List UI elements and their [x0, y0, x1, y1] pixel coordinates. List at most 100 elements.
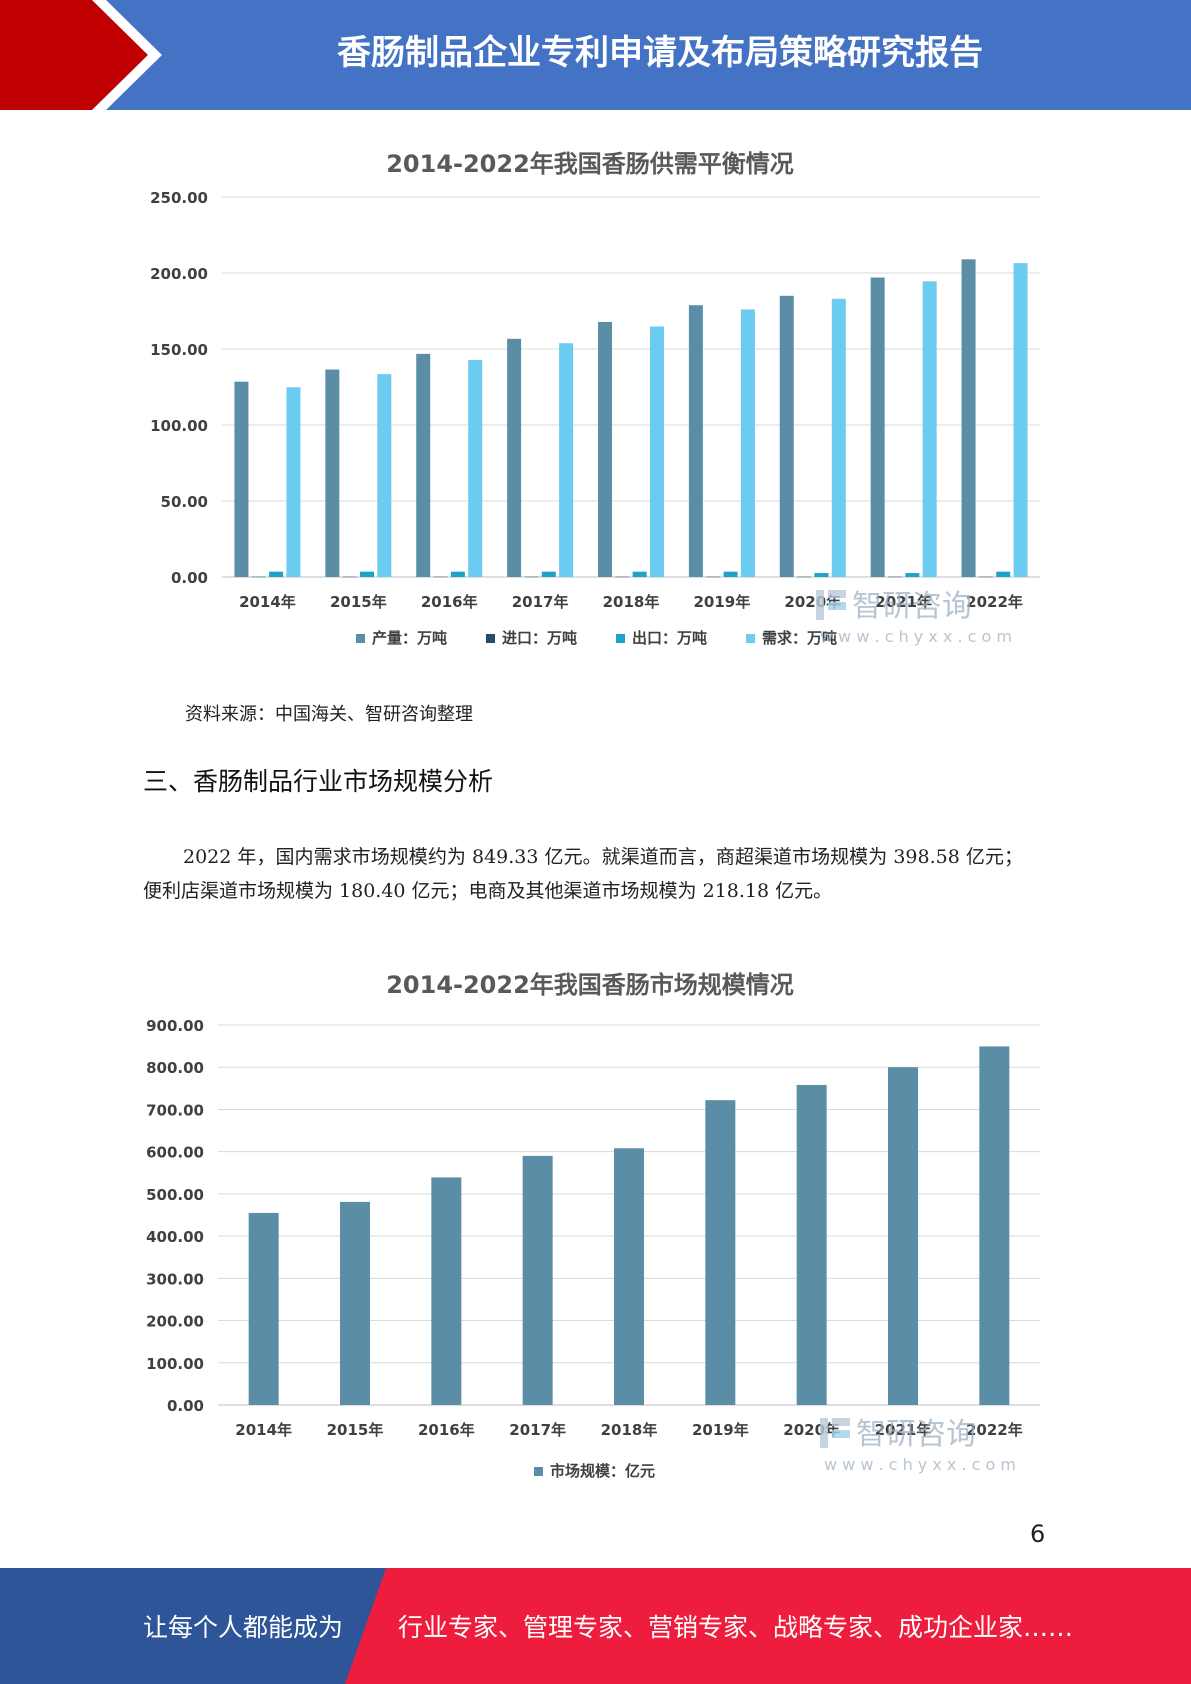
- y-tick-label: 900.00: [146, 1017, 204, 1035]
- legend-label: 市场规模：亿元: [550, 1462, 655, 1480]
- bar-1: [522, 1155, 553, 1405]
- bar-1: [340, 1201, 370, 1405]
- x-tick-label: 2019年: [692, 1421, 749, 1439]
- page-footer: 让每个人都能成为 行业专家、管理专家、营销专家、战略专家、成功企业家……: [0, 1568, 1191, 1684]
- report-title: 香肠制品企业专利申请及布局策略研究报告: [337, 33, 983, 73]
- footer-banner: [0, 1568, 1191, 1684]
- bar-1: [507, 338, 522, 577]
- supply-demand-chart: 2014-2022年我国香肠供需平衡情况 0.00 50.00 100.00 150.…: [130, 132, 1050, 662]
- bar-3: [905, 573, 920, 577]
- bar-1: [688, 305, 703, 577]
- bar-4: [740, 309, 755, 577]
- chart-title: 2014-2022年我国香肠市场规模情况: [386, 971, 794, 999]
- bar-1: [870, 277, 885, 577]
- y-tick-label: 700.00: [146, 1101, 204, 1119]
- watermark-brand: 智研咨询: [852, 589, 972, 624]
- bar-1: [325, 369, 340, 577]
- legend-swatch: [486, 634, 495, 643]
- header-banner: [0, 0, 1191, 110]
- bar-3: [996, 571, 1011, 577]
- bar-1: [431, 1177, 462, 1405]
- bar-3: [450, 571, 465, 577]
- legend-label: 进口：万吨: [502, 629, 577, 647]
- bar-4: [831, 298, 846, 577]
- data-source-note: 资料来源：中国海关、智研咨询整理: [185, 704, 473, 725]
- x-tick-label: 2018年: [601, 1421, 658, 1439]
- bar-2: [706, 576, 721, 578]
- y-tick-label: 100.00: [150, 417, 208, 435]
- bar-2: [433, 576, 448, 578]
- bar-4: [1013, 263, 1028, 577]
- x-tick-label: 2015年: [327, 1421, 384, 1439]
- y-tick-label: 250.00: [150, 189, 208, 207]
- body-paragraph: 2022 年，国内需求市场规模约为 849.33 亿元。就渠道而言，商超渠道市场…: [143, 846, 1023, 902]
- bar-4: [286, 387, 301, 577]
- watermark-logo-icon: [832, 1430, 850, 1438]
- watermark-logo-icon: [832, 1418, 850, 1426]
- x-tick-label: 2020年: [783, 1421, 840, 1439]
- x-tick-label: 2022年: [966, 1421, 1023, 1439]
- bar-1: [705, 1100, 736, 1405]
- y-tick-label: 0.00: [167, 1397, 204, 1415]
- y-tick-label: 800.00: [146, 1059, 204, 1077]
- bar-1: [779, 295, 794, 577]
- x-tick-label: 2020年: [784, 593, 841, 611]
- bar-2: [978, 576, 993, 578]
- x-tick-label: 2014年: [235, 1421, 292, 1439]
- page-number: 6: [1030, 1520, 1046, 1548]
- legend-swatch: [746, 634, 755, 643]
- y-tick-label: 200.00: [146, 1313, 204, 1331]
- x-tick-label: 2014年: [239, 593, 296, 611]
- chart-title: 2014-2022年我国香肠供需平衡情况: [386, 150, 794, 178]
- bar-1: [979, 1046, 1010, 1405]
- bar-2: [797, 576, 812, 578]
- bar-1: [598, 321, 612, 577]
- bar-2: [524, 576, 539, 578]
- watermark-logo-icon: [828, 590, 846, 598]
- bar-2: [251, 576, 266, 578]
- bar-3: [723, 571, 738, 577]
- bar-3: [632, 571, 647, 577]
- legend-swatch: [616, 634, 625, 643]
- market-size-chart: 2014-2022年我国香肠市场规模情况 0.00 100.00 200.00 300…: [130, 955, 1050, 1495]
- x-tick-label: 2019年: [694, 593, 751, 611]
- bar-2: [342, 576, 357, 578]
- y-tick-label: 0.00: [171, 569, 208, 587]
- bar-1: [248, 1212, 279, 1405]
- watermark-url: w w w . c h y x x . c o m: [824, 1455, 1016, 1474]
- legend-swatch: [534, 1467, 543, 1476]
- bar-1: [796, 1084, 827, 1405]
- y-tick-label: 50.00: [161, 493, 208, 511]
- section-heading: 三、香肠制品行业市场规模分析: [143, 767, 494, 796]
- bar-1: [614, 1148, 644, 1405]
- x-tick-label: 2021年: [875, 593, 932, 611]
- supply-demand-chart-svg: 2014-2022年我国香肠供需平衡情况 0.00 50.00 100.00 150.…: [150, 150, 1040, 647]
- market-size-chart-svg: 2014-2022年我国香肠市场规模情况 0.00 100.00 200.00 300…: [146, 971, 1040, 1480]
- bar-4: [559, 343, 574, 577]
- legend-label: 需求：万吨: [762, 629, 837, 647]
- x-tick-label: 2016年: [421, 593, 478, 611]
- bar-3: [541, 571, 556, 577]
- bar-2: [888, 576, 902, 578]
- bar-1: [416, 353, 431, 577]
- watermark-logo-icon: [828, 602, 846, 610]
- bar-1: [961, 259, 976, 577]
- page-header: 香肠制品企业专利申请及布局策略研究报告: [0, 0, 1191, 110]
- legend-label: 产量：万吨: [372, 629, 447, 647]
- x-tick-label: 2022年: [966, 593, 1023, 611]
- bar-4: [922, 281, 937, 577]
- bar-3: [269, 571, 284, 577]
- bar-3: [814, 573, 829, 577]
- bar-4: [468, 359, 483, 577]
- legend-swatch: [356, 634, 365, 643]
- x-tick-label: 2021年: [875, 1421, 932, 1439]
- x-tick-label: 2017年: [509, 1421, 566, 1439]
- bar-1: [234, 381, 249, 577]
- y-tick-label: 300.00: [146, 1270, 204, 1288]
- bar-4: [377, 374, 392, 577]
- y-tick-label: 150.00: [150, 341, 208, 359]
- footer-slogan-right: 行业专家、管理专家、营销专家、战略专家、成功企业家……: [398, 1613, 1074, 1642]
- watermark-logo-icon: [820, 1418, 828, 1448]
- x-tick-label: 2018年: [603, 593, 660, 611]
- y-tick-label: 600.00: [146, 1144, 204, 1162]
